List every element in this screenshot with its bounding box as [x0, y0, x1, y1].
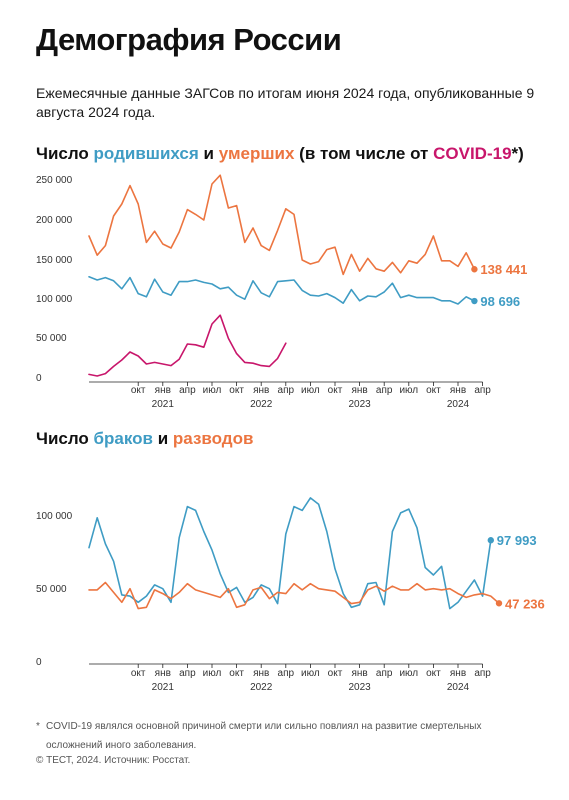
x-tick-label: окт: [328, 385, 343, 396]
legend-divorces: разводов: [172, 429, 254, 448]
x-tick-label: апр: [474, 385, 491, 396]
chart1-heading-suffix: *): [511, 144, 524, 163]
y-tick-label: 100 000: [36, 511, 73, 522]
x-tick-label: окт: [426, 385, 441, 396]
x-tick-label: апр: [278, 668, 295, 679]
x-tick-label: апр: [179, 385, 196, 396]
series-end-dot-marriages: [487, 537, 494, 544]
x-tick-label: апр: [376, 668, 393, 679]
series-line-divorces: [88, 581, 500, 610]
series-end-label-births: 98 696: [480, 294, 520, 309]
chart2-heading: Число браков и разводов: [36, 429, 253, 449]
legend-marriages: браков: [93, 429, 154, 448]
x-tick-label: янв: [155, 668, 171, 679]
y-tick-label: 150 000: [36, 255, 73, 266]
series-line-covid: [88, 314, 287, 377]
series-line-deaths: [88, 174, 476, 276]
y-tick-label: 200 000: [36, 215, 73, 226]
year-label: 2023: [348, 399, 371, 410]
year-label: 2024: [447, 682, 470, 693]
y-tick-label: 50 000: [36, 333, 67, 344]
chart2-heading-and: и: [153, 429, 173, 448]
x-tick-label: апр: [474, 668, 491, 679]
x-tick-label: июл: [301, 668, 320, 679]
x-tick-label: янв: [253, 668, 269, 679]
year-label: 2022: [250, 682, 273, 693]
page-subtitle: Ежемесячные данные ЗАГСов по итогам июня…: [36, 85, 535, 120]
y-tick-label: 250 000: [36, 175, 73, 186]
x-tick-label: окт: [328, 668, 343, 679]
x-tick-label: апр: [278, 385, 295, 396]
x-tick-label: окт: [229, 668, 244, 679]
x-tick-label: янв: [253, 385, 269, 396]
year-label: 2021: [152, 682, 175, 693]
series-end-label-marriages: 97 993: [497, 533, 537, 548]
series-line-births: [88, 275, 476, 305]
series-end-dot-deaths: [471, 266, 478, 273]
x-tick-label: янв: [351, 668, 367, 679]
legend-covid: COVID-19: [433, 144, 512, 163]
chart1-heading-incl: (в том числе от: [294, 144, 434, 163]
footnote-line1: COVID-19 являлся основной причиной смерт…: [46, 721, 482, 732]
x-tick-label: апр: [376, 385, 393, 396]
x-tick-label: янв: [450, 668, 466, 679]
chart2-heading-prefix: Число: [36, 429, 94, 448]
x-tick-label: июл: [301, 385, 320, 396]
legend-deaths: умерших: [218, 144, 295, 163]
series-line-marriages: [88, 497, 492, 610]
footnote-star: *: [36, 721, 40, 732]
x-tick-label: окт: [229, 385, 244, 396]
x-tick-label: окт: [426, 668, 441, 679]
year-label: 2022: [250, 399, 273, 410]
y-tick-label: 100 000: [36, 294, 73, 305]
x-tick-label: июл: [399, 668, 418, 679]
x-tick-label: июл: [203, 668, 222, 679]
chart1-heading-prefix: Число: [36, 144, 94, 163]
x-tick-label: окт: [131, 668, 146, 679]
x-tick-label: июл: [399, 385, 418, 396]
y-tick-label: 0: [36, 657, 42, 668]
year-label: 2024: [447, 399, 470, 410]
x-tick-label: июл: [203, 385, 222, 396]
y-tick-label: 50 000: [36, 584, 67, 595]
x-tick-label: янв: [450, 385, 466, 396]
series-end-label-deaths: 138 441: [480, 262, 527, 277]
chart1-heading-and: и: [198, 144, 219, 163]
y-tick-label: 0: [36, 373, 42, 384]
series-end-dot-divorces: [495, 600, 503, 607]
copyright: © ТЕСТ, 2024. Источник: Росстат.: [36, 755, 191, 766]
year-label: 2023: [348, 682, 371, 693]
footnote: * COVID-19 являлся основной причиной смер…: [36, 717, 536, 755]
legend-births: родившихся: [93, 144, 199, 163]
year-label: 2021: [152, 399, 175, 410]
series-end-label-divorces: 47 236: [505, 596, 545, 611]
x-tick-label: апр: [179, 668, 196, 679]
x-tick-label: янв: [351, 385, 367, 396]
chart1-heading: Число родившихся и умерших (в том числе …: [36, 144, 524, 164]
x-tick-label: янв: [155, 385, 171, 396]
footnote-line2: осложнений иного заболевания.: [46, 740, 197, 751]
page-title: Демография России: [36, 22, 342, 57]
x-tick-label: окт: [131, 385, 146, 396]
series-end-dot-births: [471, 297, 478, 305]
